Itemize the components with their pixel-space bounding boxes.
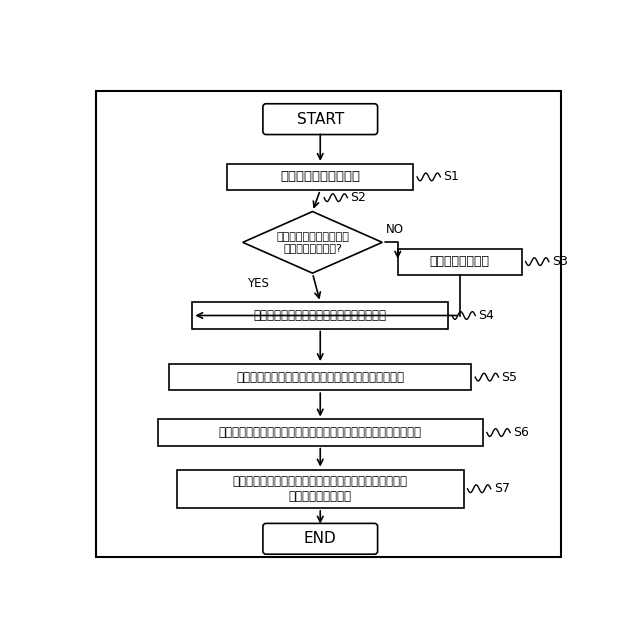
Text: S3: S3: [552, 255, 568, 268]
Text: S4: S4: [478, 309, 494, 322]
Text: 眼の調節力を算出: 眼の調節力を算出: [429, 255, 490, 268]
Text: レンズ設計情報に調節力
の情報が含まれる?: レンズ設計情報に調節力 の情報が含まれる?: [276, 232, 349, 253]
Text: S1: S1: [444, 170, 460, 184]
Bar: [177, 470, 463, 508]
Bar: [397, 248, 522, 275]
Text: YES: YES: [246, 277, 269, 290]
Text: 調節余力を考慮しない第２主注視線の算出: 調節余力を考慮しない第２主注視線の算出: [253, 309, 387, 322]
Text: 調節余力を最大限発揮した場合の第１対物距離の算出: 調節余力を最大限発揮した場合の第１対物距離の算出: [236, 371, 404, 383]
Bar: [193, 303, 448, 328]
FancyBboxPatch shape: [263, 524, 378, 554]
Text: 第１主注視線と第２主注視線とに対し重み付けをして、
最終主注視線の決定: 第１主注視線と第２主注視線とに対し重み付けをして、 最終主注視線の決定: [233, 475, 408, 503]
Text: NO: NO: [386, 223, 404, 236]
Bar: [169, 364, 472, 390]
Text: S2: S2: [351, 191, 366, 204]
Text: S7: S7: [494, 483, 510, 495]
Text: START: START: [296, 111, 344, 127]
Bar: [157, 419, 483, 445]
Text: 第１対物距離を用いて、調節余力を考慮した第１主注視線の算出: 第１対物距離を用いて、調節余力を考慮した第１主注視線の算出: [219, 426, 422, 439]
Bar: [227, 164, 413, 190]
Polygon shape: [243, 212, 382, 273]
Text: END: END: [304, 531, 337, 547]
Text: レンズ設計情報の取得: レンズ設計情報の取得: [280, 170, 360, 184]
FancyBboxPatch shape: [263, 104, 378, 134]
Text: S6: S6: [513, 426, 529, 439]
Text: S5: S5: [502, 371, 518, 383]
